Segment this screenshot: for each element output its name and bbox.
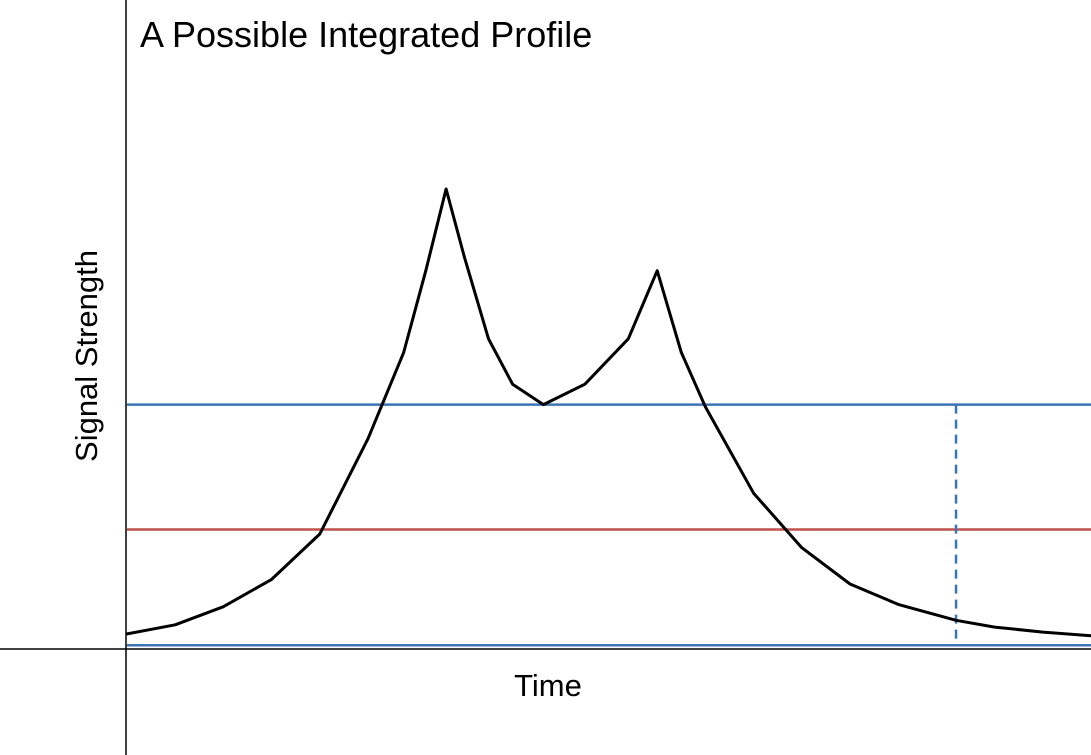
chart-title: A Possible Integrated Profile (140, 14, 592, 55)
reference-lines (127, 403, 1091, 647)
series-layer (125, 187, 1091, 638)
y-axis-label: Signal Strength (69, 250, 104, 462)
series-line-1 (125, 187, 1091, 638)
x-axis-label: Time (514, 668, 582, 703)
